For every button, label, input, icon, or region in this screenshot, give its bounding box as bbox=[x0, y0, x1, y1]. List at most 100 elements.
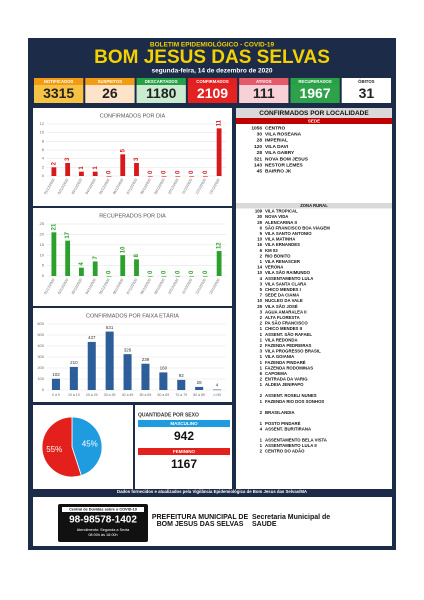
row-place: CHICO MENDES I bbox=[265, 287, 301, 292]
row-place: VILA ROSEANA bbox=[265, 131, 302, 137]
chart-title: RECUPERADOS POR DIA bbox=[99, 213, 166, 219]
row-place: IMPERIAL bbox=[265, 138, 288, 144]
table-title-bg bbox=[236, 108, 392, 118]
bar bbox=[161, 176, 167, 177]
stat-value: 111 bbox=[253, 85, 275, 101]
row-count: 45 bbox=[257, 169, 263, 175]
bar bbox=[51, 378, 60, 390]
row-count: 2 bbox=[260, 343, 263, 348]
bar bbox=[161, 276, 167, 277]
bar bbox=[141, 363, 150, 390]
prefeitura: BOM JESUS DAS SELVAS bbox=[157, 521, 244, 528]
contact-hours: Atendimento: Segunda a Sexta bbox=[77, 528, 130, 532]
value-label: 0 bbox=[148, 270, 154, 274]
bar bbox=[120, 154, 126, 176]
value-label: 531 bbox=[106, 325, 114, 330]
stat-value-bg bbox=[239, 85, 289, 103]
pie-label: 45% bbox=[82, 439, 98, 448]
value-label: 239 bbox=[142, 357, 150, 362]
row-count: 6 bbox=[260, 248, 263, 253]
value-label: 3 bbox=[134, 157, 140, 161]
row-place: NOVA BOM JESUS bbox=[265, 156, 309, 162]
bar bbox=[69, 366, 78, 390]
bar bbox=[216, 251, 222, 276]
bar bbox=[106, 276, 112, 277]
row-count: 14 bbox=[257, 265, 262, 270]
row-place: ASSENT. ROSELI NUNES bbox=[265, 393, 317, 398]
row-place: FAZENDA RIO DOS SONHOS bbox=[265, 399, 324, 404]
row-place: CENTRO DO ADÃO bbox=[265, 449, 305, 454]
value-label: 102 bbox=[52, 372, 60, 377]
row-count: 3 bbox=[260, 281, 263, 286]
row-count: 5 bbox=[260, 287, 263, 292]
row-count: 321 bbox=[254, 156, 262, 162]
row-place: VILA GABRY bbox=[265, 150, 295, 156]
row-place: ASSENTAMENTO LULA bbox=[265, 276, 313, 281]
row-count: 29 bbox=[257, 304, 262, 309]
bar bbox=[159, 372, 168, 390]
bar bbox=[177, 379, 186, 390]
table-title: CONFIRMADOS POR LOCALIDADE bbox=[259, 110, 369, 117]
bar bbox=[105, 331, 114, 390]
contact-box bbox=[58, 504, 148, 542]
row-place: FAZENDA PEDREIRAS bbox=[265, 343, 312, 348]
row-place: NOVA VIDA bbox=[265, 214, 288, 219]
rural-title: ZONA RURAL bbox=[300, 203, 328, 208]
stat-label: CONFIRMADOS bbox=[196, 79, 229, 84]
row-count: 1 bbox=[260, 399, 263, 404]
value-label: 1 bbox=[93, 166, 99, 170]
row-place: ASSENTAMENTO LULA II bbox=[265, 443, 317, 448]
value-label: 1 bbox=[79, 166, 85, 170]
masc-bg bbox=[138, 420, 230, 427]
row-place: KM 03 bbox=[265, 248, 278, 253]
bar bbox=[202, 176, 208, 177]
bar bbox=[189, 176, 194, 177]
row-count: 6 bbox=[260, 225, 263, 230]
bar bbox=[195, 386, 204, 390]
row-place: VILA PROGRESSO BRASIL bbox=[265, 349, 321, 354]
rural-bg bbox=[236, 203, 392, 209]
value-label: 11 bbox=[217, 119, 223, 126]
row-place: VILA REDONDA bbox=[265, 337, 298, 342]
value-label: 0 bbox=[203, 170, 209, 174]
row-count: 2 bbox=[260, 315, 263, 320]
row-place: ALTA FLORESTA bbox=[265, 315, 300, 320]
chart-panel bbox=[33, 108, 232, 206]
stat-label: RECUPERADOS bbox=[298, 79, 332, 84]
value-label: 12 bbox=[217, 242, 223, 249]
row-place: VILA TROPICAL bbox=[265, 209, 298, 214]
bar bbox=[175, 176, 181, 177]
value-label: 0 bbox=[107, 170, 113, 174]
masc-label: MASCULINO bbox=[170, 421, 198, 426]
y-tick-label: 10 bbox=[40, 130, 45, 135]
stat-value: 3315 bbox=[43, 85, 74, 101]
row-place: CHICO MENDES II bbox=[265, 326, 302, 331]
value-label: 0 bbox=[175, 170, 181, 174]
row-place: VILA SANTA CLARA bbox=[265, 281, 306, 286]
row-count: 4 bbox=[260, 426, 263, 431]
chart-panel bbox=[33, 308, 232, 402]
y-tick-label: 0 bbox=[42, 173, 45, 178]
row-count: 1 bbox=[260, 326, 263, 331]
bar bbox=[147, 276, 153, 277]
row-place: VILA RENASCER bbox=[265, 259, 301, 264]
masc-value: 942 bbox=[174, 429, 194, 443]
bar bbox=[65, 163, 71, 176]
row-place: ENTRADA DA VARIG bbox=[265, 377, 308, 382]
value-label: 0 bbox=[148, 170, 154, 174]
row-place: VILA SANTO ANTONIO bbox=[265, 231, 312, 236]
row-place: VILA SÃO RAIMUNDO bbox=[265, 270, 311, 275]
row-count: 29 bbox=[257, 220, 262, 225]
bar bbox=[92, 171, 98, 176]
row-count: 3 bbox=[260, 349, 263, 354]
secretaria: Secretaria Municipal de bbox=[252, 514, 330, 521]
stat-value: 31 bbox=[359, 85, 375, 101]
contact-title: Central de Dúvidas sobre o COVID-19 bbox=[69, 508, 137, 512]
row-place: RIO BONITO bbox=[265, 253, 291, 258]
row-count: 30 bbox=[257, 214, 262, 219]
stat-value-bg bbox=[34, 85, 84, 103]
y-tick-label: 100 bbox=[37, 376, 44, 381]
y-tick-label: 2 bbox=[42, 164, 45, 169]
stat-label-bg bbox=[85, 78, 135, 85]
